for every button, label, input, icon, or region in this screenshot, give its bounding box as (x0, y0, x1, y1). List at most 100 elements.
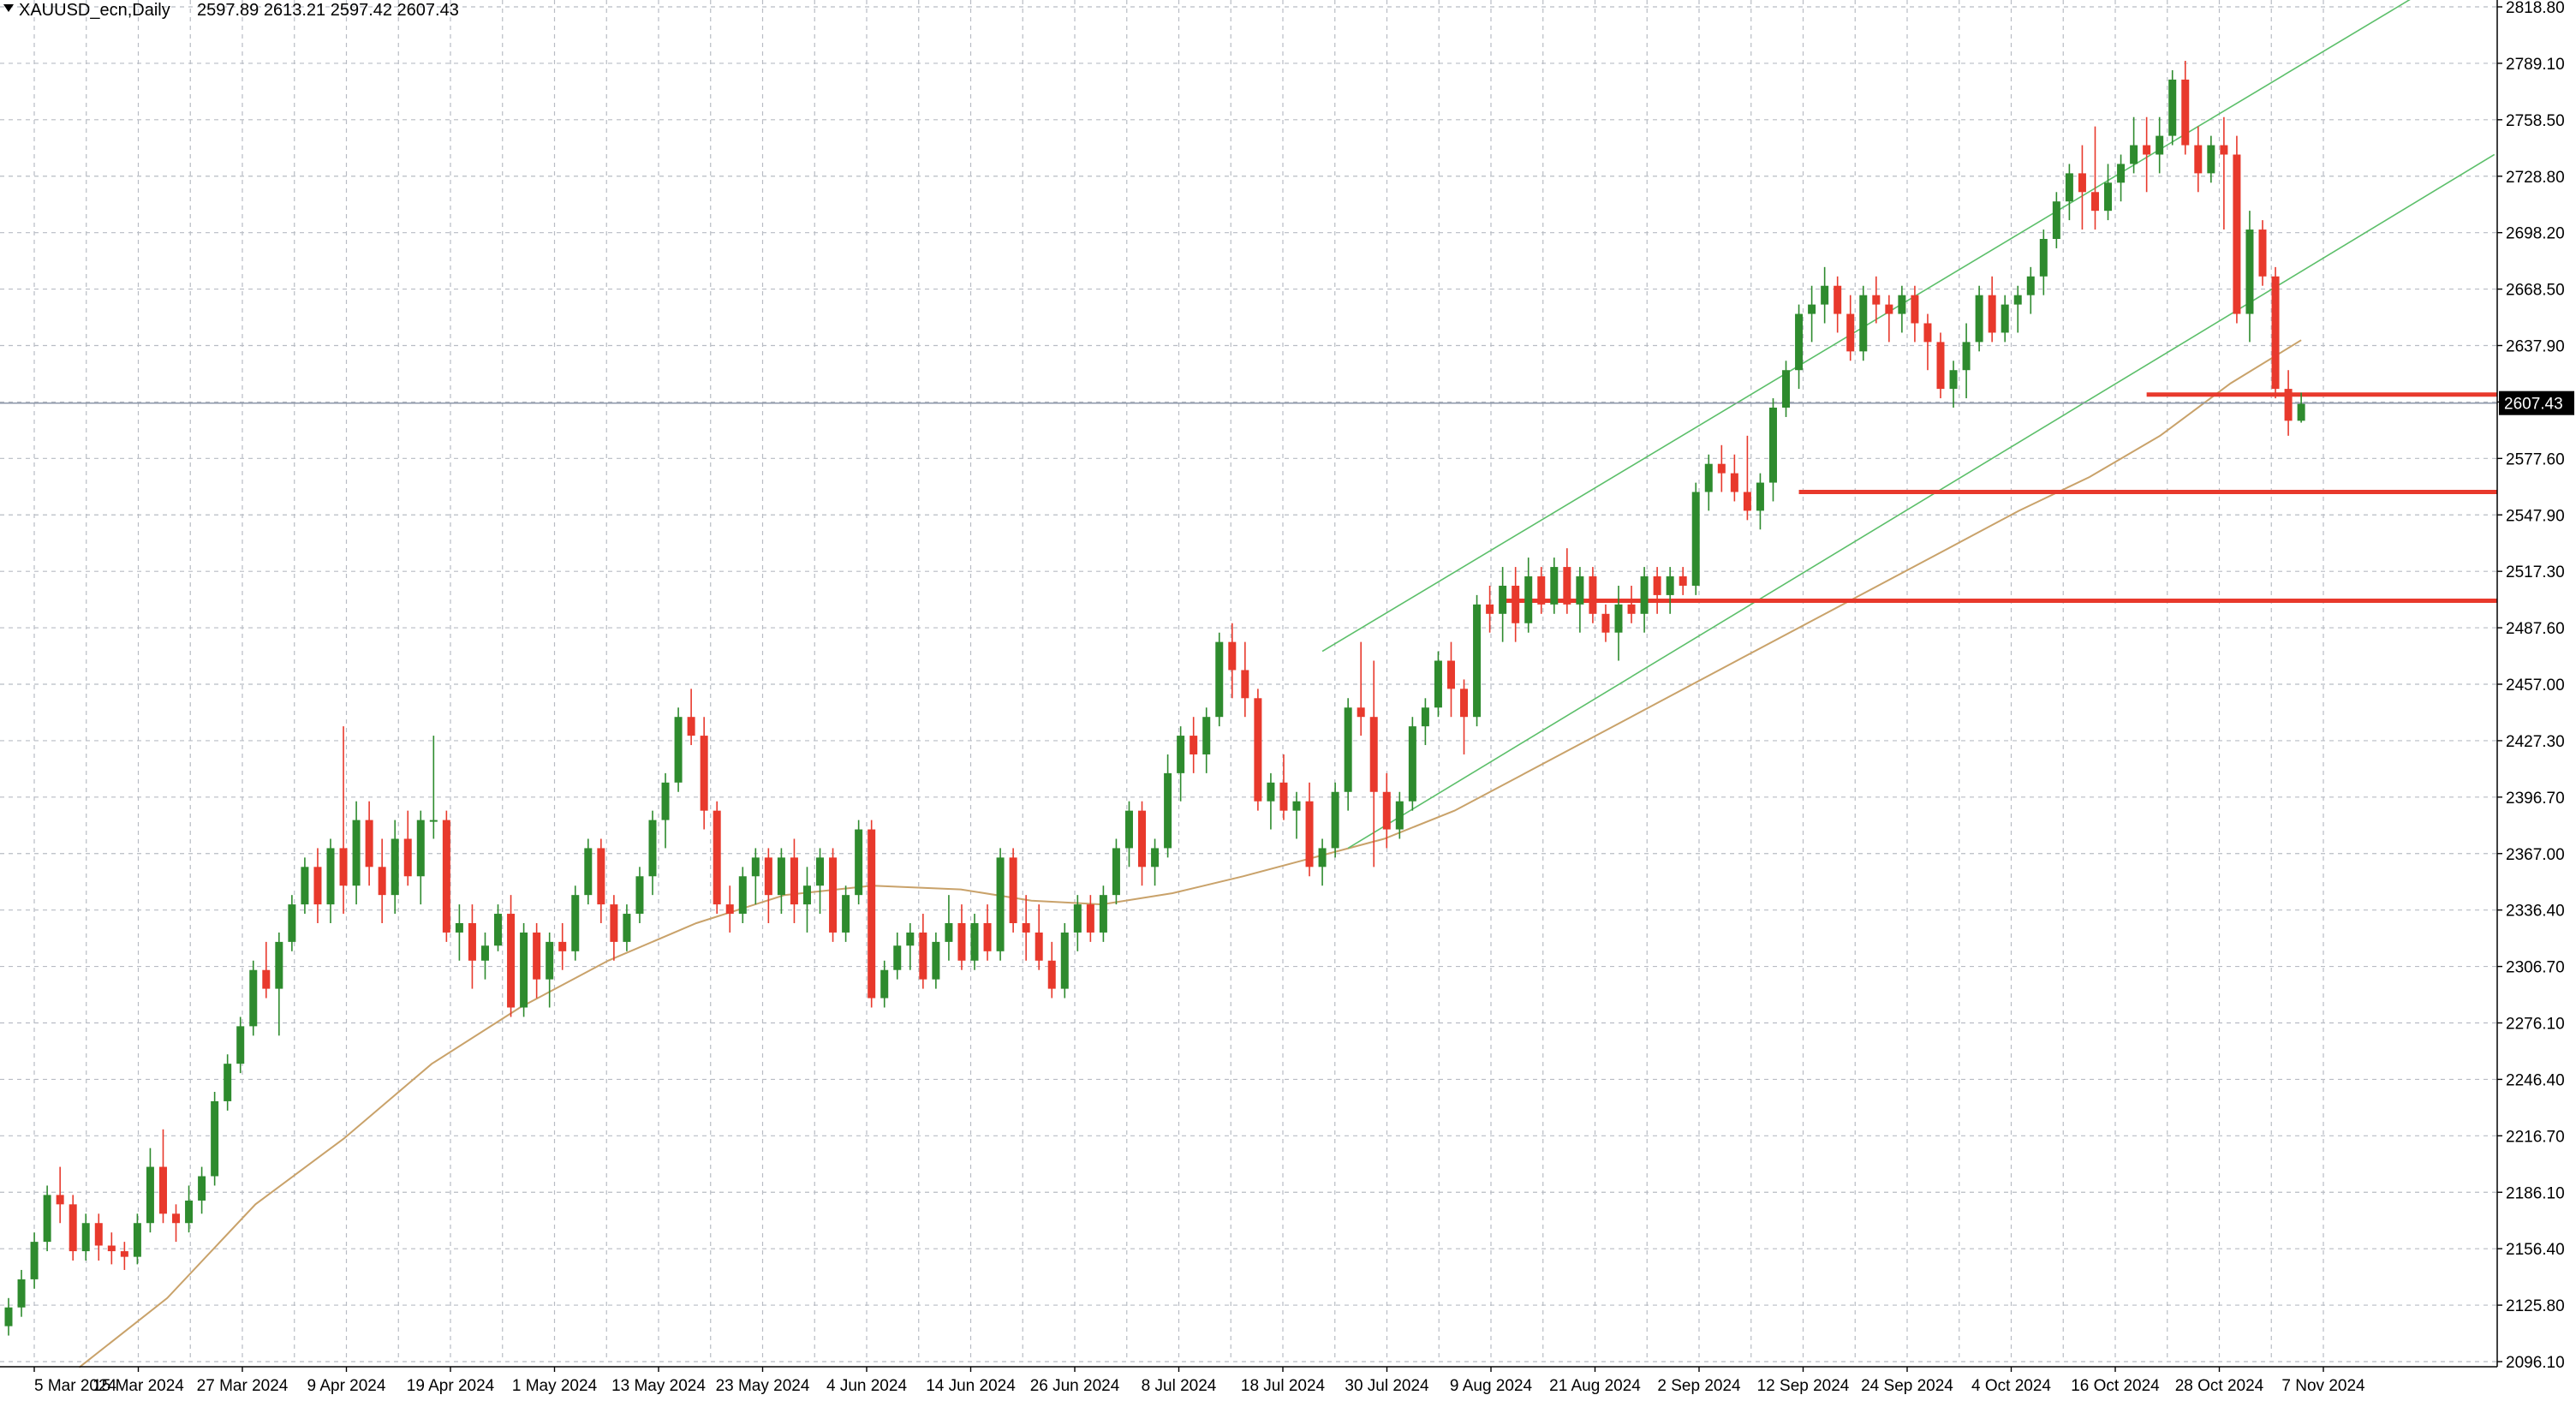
bear-candle-body (1305, 801, 1314, 867)
bull-candle-body (2130, 145, 2138, 164)
bull-candle-body (275, 941, 283, 989)
bull-candle-body (2065, 173, 2073, 202)
bear-candle-body (94, 1223, 103, 1246)
bull-candle-body (455, 922, 463, 933)
bull-candle-body (1576, 576, 1584, 605)
bull-candle-body (494, 914, 503, 946)
bull-candle-body (945, 922, 953, 942)
bull-candle-body (1267, 782, 1275, 802)
bull-candle-body (1124, 810, 1133, 849)
ohlc-values: 2597.89 2613.21 2597.42 2607.43 (197, 1, 459, 20)
time-tick-label: 19 Apr 2024 (407, 1377, 495, 1395)
channel-line[interactable] (1321, 0, 2417, 653)
price-tick-label: 2577.60 (2506, 450, 2565, 468)
bear-candle-body (1460, 689, 1469, 718)
bear-candle-body (1138, 810, 1147, 867)
bear-candle-body (107, 1245, 116, 1252)
bear-candle-body (1563, 567, 1571, 605)
bull-candle-body (1292, 801, 1301, 811)
bear-candle-body (1988, 295, 1996, 333)
price-tick-label: 2517.30 (2506, 563, 2565, 581)
bull-candle-body (17, 1279, 26, 1308)
bull-candle-body (1898, 295, 1906, 314)
bull-candle-body (81, 1223, 90, 1252)
price-axis[interactable]: 2818.80 2789.10 2758.50 2728.80 2698.20 2668.… (2497, 0, 2565, 1372)
price-tick-label: 2637.90 (2506, 338, 2565, 356)
time-tick-label: 26 Jun 2024 (1030, 1377, 1120, 1395)
bear-candle-body (1228, 641, 1237, 671)
price-tick-label: 2306.70 (2506, 959, 2565, 977)
price-tick-label: 2276.10 (2506, 1016, 2565, 1034)
trend-channel[interactable] (1321, 0, 2496, 850)
bull-candle-body (2104, 182, 2113, 212)
bull-candle-body (1408, 726, 1416, 802)
time-tick-label: 23 May 2024 (716, 1377, 810, 1395)
horizontal-levels[interactable] (1502, 392, 2497, 603)
time-tick-label: 12 Sep 2024 (1757, 1377, 1850, 1395)
time-tick-label: 9 Aug 2024 (1450, 1377, 1533, 1395)
bull-candle-body (1795, 313, 1804, 371)
bear-candle-body (56, 1195, 64, 1205)
bear-candle-body (1254, 698, 1262, 802)
bear-candle-body (1446, 660, 1455, 689)
bull-candle-body (429, 820, 438, 822)
bear-candle-body (597, 848, 605, 905)
price-tick-label: 2789.10 (2506, 56, 2565, 74)
bull-candle-body (1112, 848, 1120, 896)
bear-candle-body (339, 848, 348, 886)
bull-candle-body (546, 941, 554, 980)
price-tick-label: 2246.40 (2506, 1071, 2565, 1089)
time-tick-label: 16 Oct 2024 (2071, 1377, 2160, 1395)
time-tick-label: 4 Oct 2024 (1971, 1377, 2051, 1395)
bear-candle-body (2181, 79, 2190, 146)
bull-candle-body (2207, 145, 2215, 174)
price-tick-label: 2216.70 (2506, 1128, 2565, 1146)
bear-candle-body (1486, 604, 1494, 614)
bull-candle-body (1421, 707, 1429, 727)
bull-candle-body (198, 1176, 206, 1201)
bear-candle-body (1846, 313, 1855, 352)
bull-candle-body (2117, 164, 2126, 183)
bull-candle-body (236, 1026, 245, 1064)
bull-candle-body (1550, 567, 1559, 605)
price-tick-label: 2698.20 (2506, 225, 2565, 243)
channel-line[interactable] (1347, 153, 2496, 850)
time-tick-label: 9 Apr 2024 (307, 1377, 386, 1395)
triangle-down-icon[interactable] (3, 4, 14, 12)
bull-candle-body (1691, 492, 1700, 586)
bear-candle-body (442, 820, 450, 933)
bull-candle-body (211, 1100, 219, 1177)
price-tick-label: 2396.70 (2506, 790, 2565, 808)
bull-candle-body (1202, 717, 1211, 754)
bear-candle-body (2078, 173, 2086, 193)
bull-candle-body (2168, 79, 2177, 136)
bear-candle-body (790, 857, 798, 905)
bull-candle-body (2297, 403, 2305, 421)
bear-candle-body (2271, 276, 2280, 390)
grid (0, 0, 2497, 1362)
bear-candle-body (1885, 304, 1893, 314)
symbol-timeframe: XAUUSD_ecn,Daily (19, 1, 170, 20)
bull-candle-body (1756, 482, 1764, 511)
bull-candle-body (30, 1242, 39, 1279)
price-tick-label: 2427.30 (2506, 733, 2565, 751)
candles (4, 61, 2305, 1336)
time-tick-label: 13 May 2024 (611, 1377, 706, 1395)
bull-candle-body (1473, 604, 1482, 718)
bull-candle-body (1768, 408, 1777, 483)
bear-candle-body (2143, 145, 2151, 155)
time-tick-label: 30 Jul 2024 (1345, 1377, 1429, 1395)
bull-candle-body (352, 820, 361, 886)
time-tick-label: 18 Jul 2024 (1241, 1377, 1326, 1395)
bull-candle-body (391, 838, 399, 896)
bull-candle-body (751, 857, 760, 877)
bear-candle-body (1279, 782, 1288, 811)
bull-candle-body (996, 857, 1005, 951)
bear-candle-body (1009, 857, 1017, 923)
bull-candle-body (43, 1195, 51, 1243)
bull-candle-body (2052, 201, 2060, 239)
bull-candle-body (520, 932, 528, 1008)
bear-candle-body (172, 1213, 181, 1224)
